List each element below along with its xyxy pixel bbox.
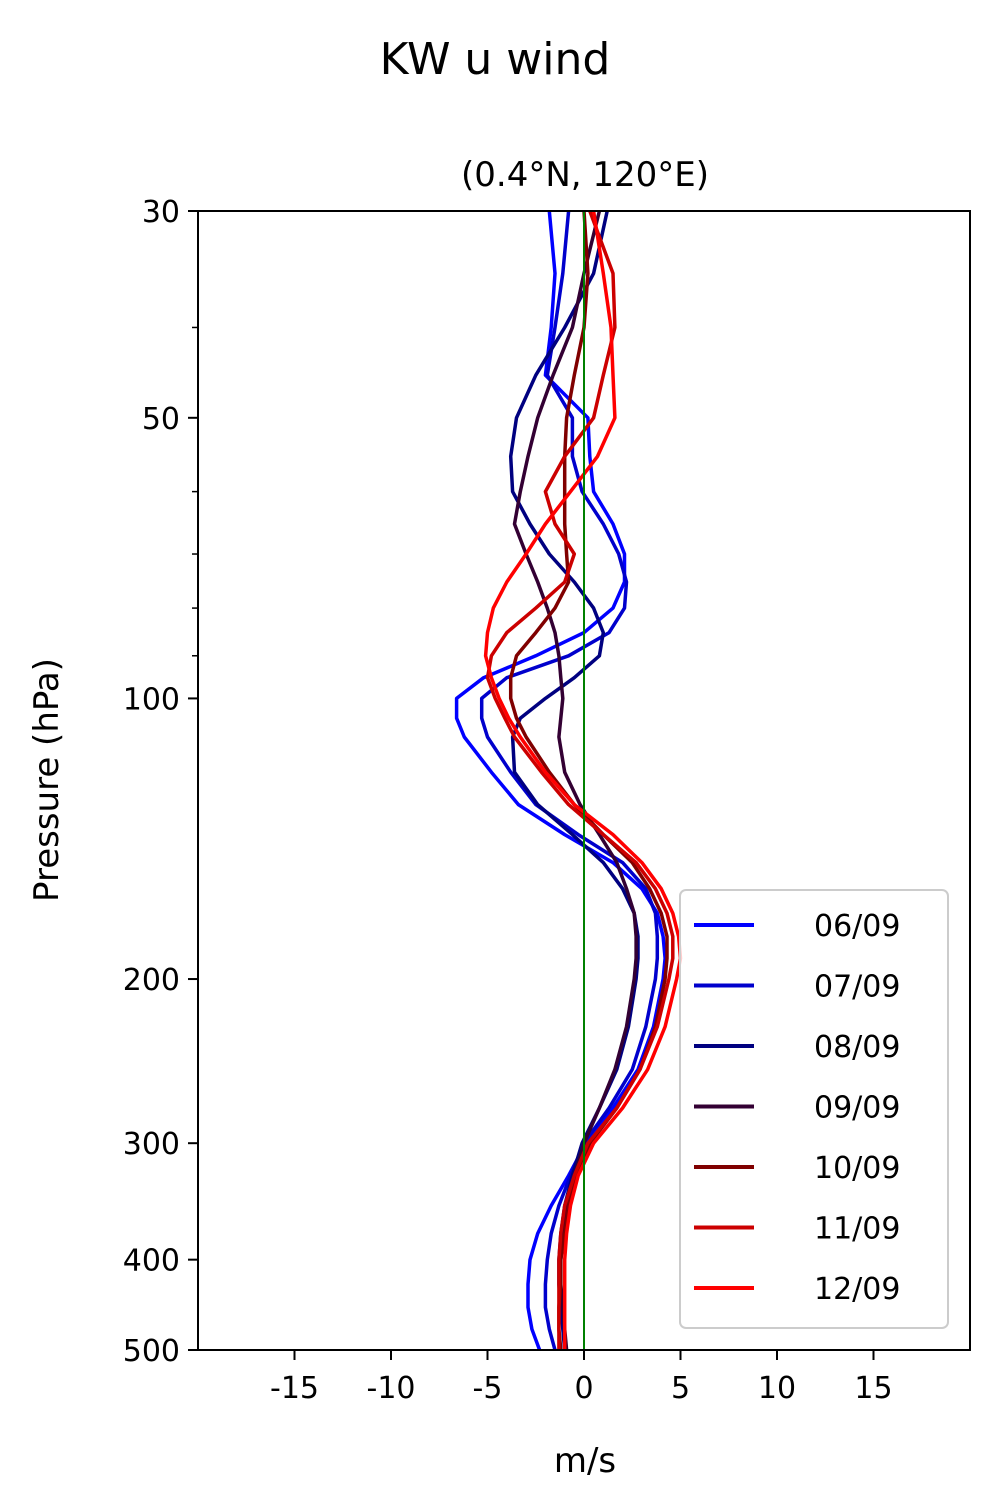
x-tick-label: 10 (758, 1371, 796, 1406)
y-tick-label: 400 (123, 1244, 180, 1279)
series-line-12-09 (483, 211, 683, 1350)
legend-label: 08/09 (814, 1030, 900, 1065)
legend-label: 09/09 (814, 1091, 900, 1126)
x-axis-ticks: -15 -10 -5 0 5 10 15 (270, 1350, 893, 1406)
legend-box (679, 889, 949, 1329)
legend-label: 11/09 (814, 1212, 900, 1247)
legend-label: 06/09 (814, 909, 900, 944)
x-axis-label: m/s (554, 1441, 616, 1481)
x-tick-label: 15 (854, 1371, 892, 1406)
y-axis-ticks: 30 50 100 200 300 400 500 (123, 195, 198, 1369)
y-tick-label: 50 (142, 402, 180, 437)
x-tick-label: -10 (367, 1371, 416, 1406)
x-tick-label: -5 (473, 1371, 503, 1406)
series-lines (454, 211, 683, 1350)
y-tick-label: 100 (123, 682, 180, 717)
x-tick-label: 0 (574, 1371, 593, 1406)
chart-title: KW u wind (380, 34, 611, 85)
y-axis-label: Pressure (hPa) (27, 658, 67, 902)
y-tick-label: 300 (123, 1127, 180, 1162)
legend-label: 10/09 (814, 1151, 900, 1186)
x-tick-label: 5 (671, 1371, 690, 1406)
plot-area (454, 211, 683, 1350)
y-tick-label: 30 (142, 195, 180, 230)
legend-label: 07/09 (814, 970, 900, 1005)
y-tick-label: 200 (123, 963, 180, 998)
legend: 06/09 07/09 08/09 09/09 10/09 11/09 12/09 (679, 889, 949, 1329)
y-tick-label: 500 (123, 1334, 180, 1369)
legend-label: 12/09 (814, 1272, 900, 1307)
series-line-06-09 (454, 211, 667, 1350)
chart-subtitle: (0.4°N, 120°E) (461, 155, 709, 195)
x-tick-label: -15 (270, 1371, 319, 1406)
series-line-11-09 (485, 211, 675, 1350)
